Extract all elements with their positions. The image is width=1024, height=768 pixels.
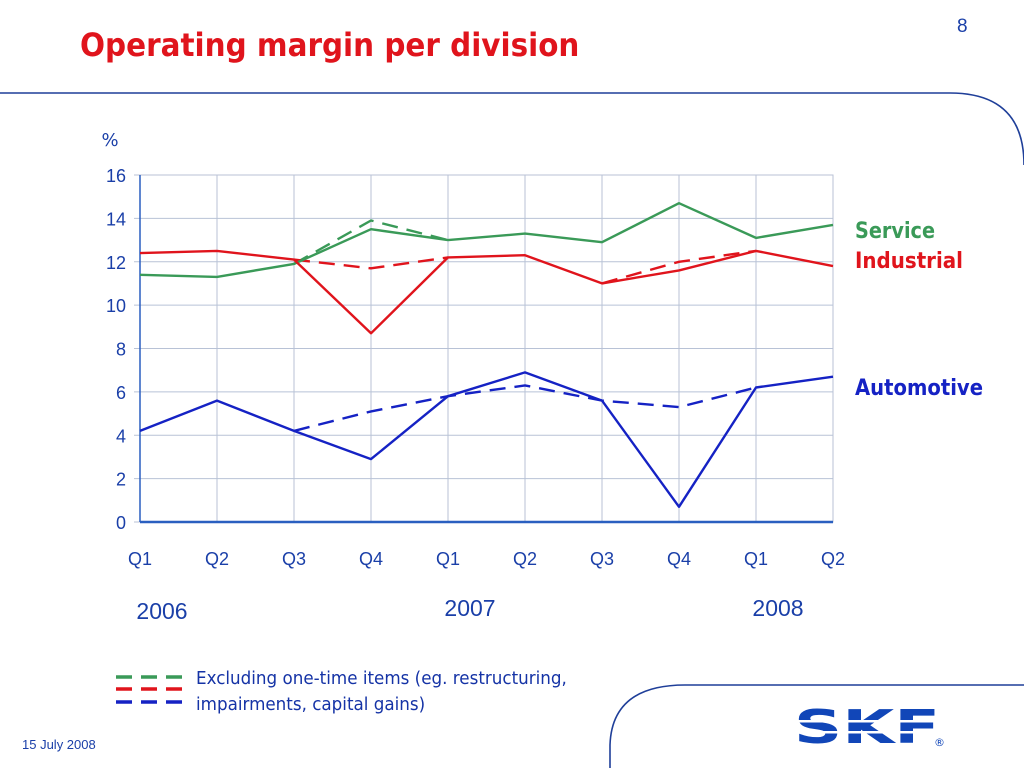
y-tick-label: 0 bbox=[116, 513, 126, 533]
y-axis-label: % bbox=[101, 130, 118, 151]
x-tick-label: Q3 bbox=[282, 549, 306, 569]
y-tick-label: 8 bbox=[116, 340, 126, 360]
service-solid-line bbox=[139, 202, 834, 279]
series-label-industrial: Industrial bbox=[855, 249, 963, 274]
slide-frame-bottom bbox=[609, 684, 1024, 768]
x-tick-label: Q3 bbox=[590, 549, 614, 569]
page-number: 8 bbox=[957, 16, 968, 37]
svg-text:SKF: SKF bbox=[794, 708, 940, 748]
y-tick-label: 6 bbox=[116, 383, 126, 403]
svg-text:®: ® bbox=[934, 736, 945, 748]
automotive-solid-line bbox=[139, 371, 834, 508]
y-tick-label: 16 bbox=[106, 166, 126, 186]
automotive-dashed-line bbox=[293, 384, 757, 433]
x-tick-label: Q2 bbox=[821, 549, 845, 569]
y-tick-label: 4 bbox=[116, 426, 126, 446]
year-label: 2006 bbox=[136, 598, 187, 624]
skf-logo: SKF ® bbox=[794, 708, 945, 748]
y-tick-label: 10 bbox=[106, 296, 126, 316]
y-tick-label: 12 bbox=[106, 253, 126, 273]
x-tick-label: Q4 bbox=[359, 549, 383, 569]
year-label: 2007 bbox=[444, 595, 495, 621]
series-label-automotive: Automotive bbox=[855, 376, 983, 401]
x-tick-label: Q2 bbox=[205, 549, 229, 569]
series-label-service: Service bbox=[855, 219, 935, 244]
x-tick-label: Q4 bbox=[667, 549, 691, 569]
footer-date: 15 July 2008 bbox=[22, 737, 96, 752]
service-dashed-line bbox=[293, 219, 449, 265]
year-label: 2008 bbox=[752, 595, 803, 621]
y-tick-label: 14 bbox=[106, 209, 126, 229]
page-title: Operating margin per division bbox=[80, 26, 580, 64]
x-tick-label: Q1 bbox=[744, 549, 768, 569]
x-tick-label: Q1 bbox=[128, 549, 152, 569]
y-tick-label: 2 bbox=[116, 470, 126, 490]
legend-note: Excluding one-time items (eg. restructur… bbox=[196, 668, 567, 715]
industrial-solid-line bbox=[139, 249, 834, 335]
x-tick-label: Q1 bbox=[436, 549, 460, 569]
industrial-dashed-line bbox=[293, 249, 757, 285]
x-tick-label: Q2 bbox=[513, 549, 537, 569]
slide-frame-top bbox=[0, 92, 1024, 166]
